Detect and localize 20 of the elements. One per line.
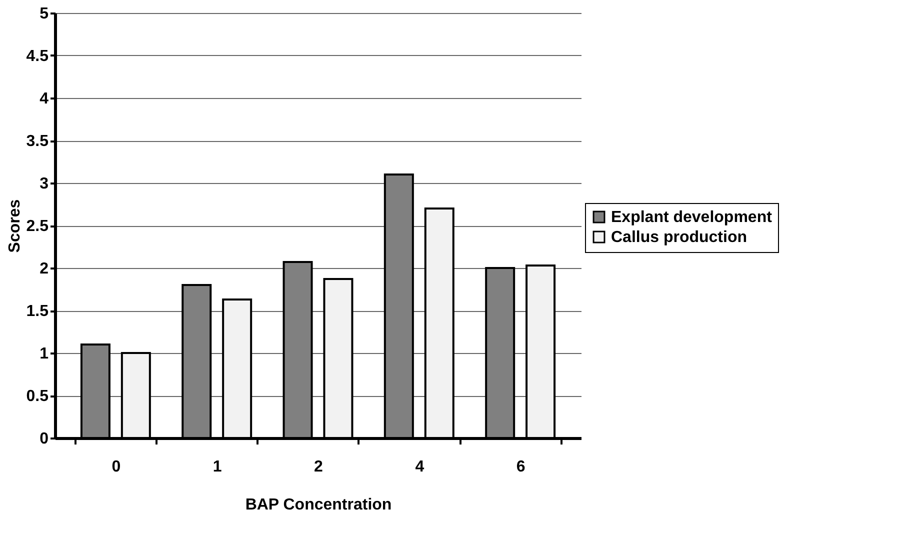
y-tick-label: 2.5 xyxy=(26,218,49,235)
y-tick-label: 5 xyxy=(40,6,49,22)
y-tick-label: 0 xyxy=(40,430,49,448)
x-tick-label: 1 xyxy=(212,458,222,476)
y-tick-label: 4 xyxy=(40,90,49,108)
legend-label: Callus production xyxy=(611,229,747,246)
x-tick-label: 6 xyxy=(516,458,526,476)
y-tick-label: 2 xyxy=(40,260,49,278)
y-tick-label: 4.5 xyxy=(26,48,49,65)
y-tick-label: 3 xyxy=(40,176,49,192)
y-axis-title: Scores xyxy=(6,199,24,253)
x-tick-label: 2 xyxy=(314,458,324,476)
y-tick-label: 3.5 xyxy=(26,133,49,150)
y-tick-label: 1.5 xyxy=(26,303,49,320)
x-axis-title: BAP Concentration xyxy=(245,496,392,514)
x-tick-label: 4 xyxy=(415,458,424,476)
y-tick-label: 0.5 xyxy=(26,388,49,405)
legend-label: Explant development xyxy=(611,209,773,226)
x-tick-label: 0 xyxy=(112,458,121,476)
y-tick-label: 1 xyxy=(40,346,49,362)
